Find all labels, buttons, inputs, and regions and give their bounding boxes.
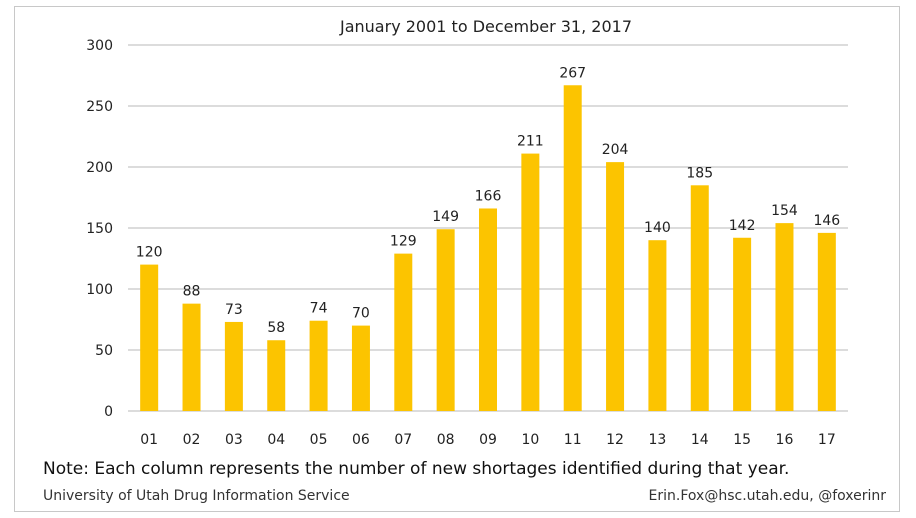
bar xyxy=(224,321,243,411)
data-label: 70 xyxy=(352,306,370,322)
bar xyxy=(690,185,709,411)
gridlines xyxy=(128,44,848,412)
bar xyxy=(351,325,370,411)
bar xyxy=(606,162,625,411)
bar xyxy=(479,208,497,411)
y-tick-label: 150 xyxy=(86,221,113,237)
x-tick-label: 07 xyxy=(394,432,412,448)
bar xyxy=(775,223,794,411)
x-tick-label: 10 xyxy=(521,432,539,448)
bar xyxy=(648,240,667,411)
y-tick-label: 200 xyxy=(86,160,113,176)
data-label: 74 xyxy=(310,301,328,317)
bar xyxy=(436,229,455,411)
bar xyxy=(140,264,159,411)
y-tick-label: 50 xyxy=(95,343,113,359)
x-tick-label: 11 xyxy=(564,432,582,448)
bar xyxy=(309,320,328,411)
data-label: 204 xyxy=(602,142,629,158)
contact-info: Erin.Fox@hsc.utah.edu, @foxerinr xyxy=(648,488,886,504)
bar xyxy=(182,303,201,411)
bar xyxy=(521,153,540,411)
y-tick-label: 250 xyxy=(86,99,113,115)
data-label: 185 xyxy=(686,165,713,181)
data-label: 129 xyxy=(390,234,417,250)
data-label: 140 xyxy=(644,220,671,236)
chart-panel xyxy=(14,6,900,512)
data-label: 211 xyxy=(517,134,544,150)
x-tick-label: 13 xyxy=(648,432,666,448)
data-label: 142 xyxy=(729,218,756,234)
bar xyxy=(267,340,286,411)
bar xyxy=(394,253,413,411)
x-tick-label: 12 xyxy=(606,432,624,448)
data-label: 267 xyxy=(559,65,586,81)
chart-note: Note: Each column represents the number … xyxy=(43,459,790,479)
bar xyxy=(563,85,582,411)
x-tick-label: 01 xyxy=(140,432,158,448)
bar xyxy=(817,232,836,411)
x-axis-ticks: 01 02 03 04 05 06 07 08 09 10 11 12 13 14 15 16 17 xyxy=(140,432,835,448)
x-tick-label: 02 xyxy=(183,432,201,448)
bars xyxy=(140,85,836,411)
x-tick-label: 16 xyxy=(776,432,794,448)
y-axis-ticks: 0 50 100 150 200 250 300 xyxy=(86,38,113,420)
data-label: 88 xyxy=(183,284,201,300)
source-credit: University of Utah Drug Information Serv… xyxy=(43,488,350,504)
x-tick-label: 17 xyxy=(818,432,836,448)
x-tick-label: 15 xyxy=(733,432,751,448)
data-label: 73 xyxy=(225,302,243,318)
x-tick-label: 04 xyxy=(267,432,285,448)
data-labels: 120 88 73 58 74 70 129 149 166 211 267 204 140 185 142… xyxy=(136,65,840,336)
x-tick-label: 06 xyxy=(352,432,370,448)
data-label: 146 xyxy=(813,213,840,229)
data-label: 120 xyxy=(136,245,163,261)
data-label: 149 xyxy=(432,209,459,225)
data-label: 154 xyxy=(771,203,798,219)
x-tick-label: 09 xyxy=(479,432,497,448)
y-tick-label: 0 xyxy=(104,404,113,420)
x-tick-label: 14 xyxy=(691,432,709,448)
bar xyxy=(733,237,752,411)
x-tick-label: 05 xyxy=(310,432,328,448)
y-tick-label: 300 xyxy=(86,38,113,54)
y-tick-label: 100 xyxy=(86,282,113,298)
x-tick-label: 08 xyxy=(437,432,455,448)
data-label: 58 xyxy=(267,320,285,336)
data-label: 166 xyxy=(475,188,502,204)
x-tick-label: 03 xyxy=(225,432,243,448)
chart-title: January 2001 to December 31, 2017 xyxy=(339,17,632,36)
